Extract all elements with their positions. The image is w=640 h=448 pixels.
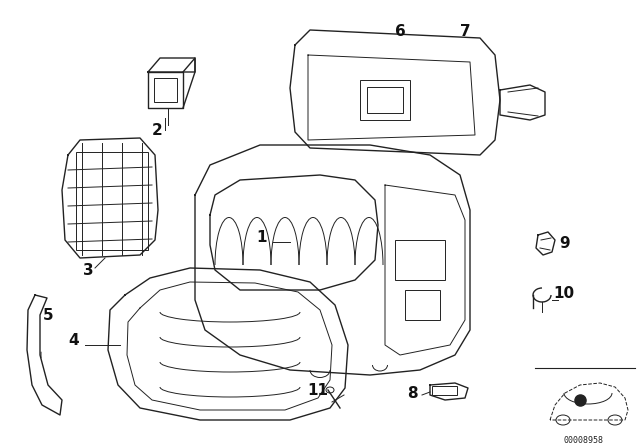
Text: 7: 7 [460,24,470,39]
Text: 2: 2 [152,123,163,138]
Text: 11: 11 [307,383,328,398]
Bar [395,240,445,280]
Text: 4: 4 [68,333,79,348]
Text: 8: 8 [406,386,417,401]
Text: 9: 9 [560,236,570,251]
Text: 3: 3 [83,263,93,278]
Text: 6: 6 [395,24,405,39]
Text: 10: 10 [554,286,575,301]
Bar [154,78,177,102]
Bar [432,386,457,395]
Bar [76,152,148,250]
Bar [405,290,440,320]
Text: 00008958: 00008958 [563,435,603,444]
Text: 5: 5 [43,308,53,323]
Bar [360,80,410,120]
Bar [367,87,403,113]
Text: 1: 1 [257,230,268,245]
